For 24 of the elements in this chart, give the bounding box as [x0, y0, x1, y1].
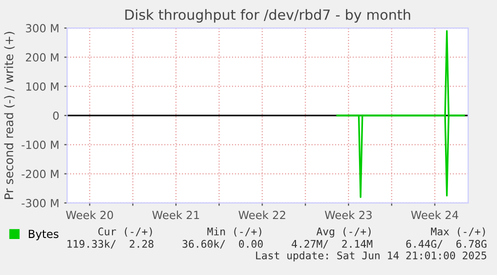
- y-tick-label: -200 M: [22, 170, 58, 178]
- x-tick-label: Week 22: [238, 210, 286, 220]
- chart-title: Disk throughput for /dev/rbd7 - by month: [125, 9, 410, 23]
- text: Min (-/+): [207, 227, 262, 237]
- text: 119.33k/ 2.28: [68, 240, 154, 249]
- text: Cur (-/+): [98, 227, 152, 237]
- y-axis-title: Pr second read (-) / write (+): [4, 32, 15, 199]
- x-tick-label: Week 23: [324, 210, 372, 220]
- text: Avg (-/+): [316, 227, 371, 238]
- y-tick-label: -300 M: [22, 198, 58, 208]
- text: 6.44G/ 6.78G: [406, 240, 486, 249]
- text: 4.27M/ 2.14M: [292, 240, 372, 249]
- x-tick-label: Week 24: [411, 210, 458, 220]
- legend-label: Bytes: [28, 230, 58, 240]
- y-tick-label: -100 M: [22, 140, 58, 150]
- text: Max (-/+): [431, 227, 485, 237]
- y-tick-label: 0: [53, 111, 59, 120]
- y-tick-label: 100 M: [26, 82, 58, 91]
- text: Last update: Sat Jun 14 21:01:00 2025: [256, 251, 486, 262]
- x-tick-label: Week 20: [66, 210, 114, 220]
- y-tick-label: 200 M: [26, 53, 58, 62]
- x-tick-label: Week 21: [152, 210, 199, 220]
- text: 36.60k/ 0.00: [182, 240, 263, 249]
- y-tick-label: 300 M: [26, 24, 58, 32]
